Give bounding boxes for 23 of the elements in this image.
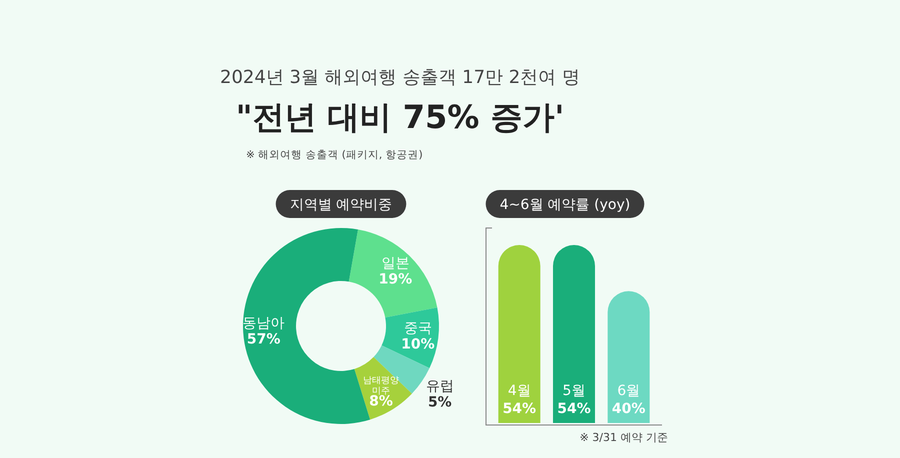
x-tick-label: 5월 <box>562 383 586 399</box>
chart-title: 4~6월 예약률 (yoy) <box>500 197 630 213</box>
data-label: 40% <box>612 401 646 417</box>
slice-label: 유럽 <box>426 378 454 395</box>
slice-label: 중국 <box>404 320 432 336</box>
data-label: 54% <box>557 401 591 417</box>
data-label: 10% <box>401 336 435 352</box>
x-tick-label: 4월 <box>508 383 531 399</box>
data-label: 8% <box>369 394 393 410</box>
slice-label: 남태평양 미주 <box>363 376 400 396</box>
text: ※ 해외여행 송출객 (패키지, 항공권) <box>246 149 423 161</box>
chart-title: 지역별 예약비중 <box>290 197 392 213</box>
data-label: 54% <box>502 401 536 417</box>
data-label: 19% <box>378 271 412 288</box>
donut-slice <box>348 229 438 318</box>
x-tick-label: 6월 <box>617 383 640 399</box>
text: 2024년 3월 해외여행 송출객 17만 2천여 명 <box>220 67 580 88</box>
slice-label: 일본 <box>381 255 410 272</box>
data-label: 5% <box>428 394 452 411</box>
slice-label: 동남아 <box>242 315 285 332</box>
text: ※ 3/31 예약 기준 <box>580 431 668 444</box>
data-label: 57% <box>246 332 280 348</box>
text: "전년 대비 75% 증가' <box>236 98 564 136</box>
